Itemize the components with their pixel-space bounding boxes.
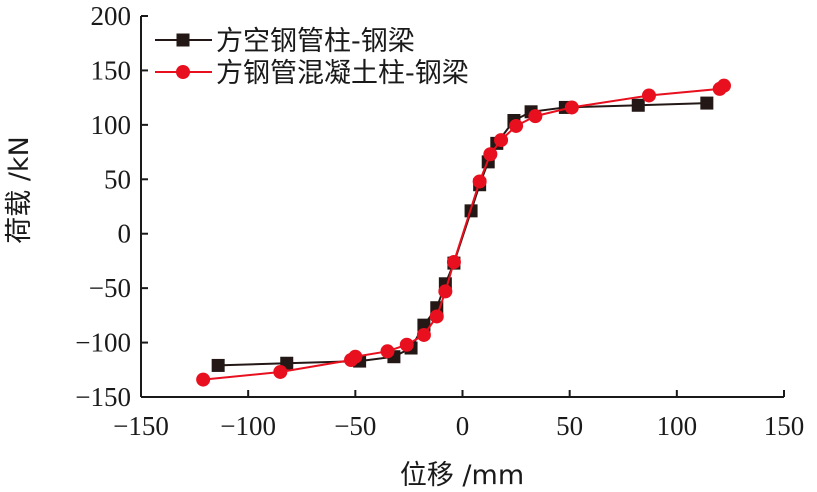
data-point-square xyxy=(700,96,714,110)
y-tick-label: 200 xyxy=(91,1,132,31)
series-layer xyxy=(196,78,731,387)
data-point-circle xyxy=(416,327,431,342)
data-point-circle xyxy=(494,133,509,148)
data-point-circle xyxy=(446,255,461,270)
data-point-circle xyxy=(716,78,731,93)
x-tick-label: −50 xyxy=(334,411,376,441)
x-tick-label: 0 xyxy=(456,411,470,441)
y-tick-label: −150 xyxy=(75,382,131,412)
legend-label: 方钢管混凝土柱-钢梁 xyxy=(216,58,469,89)
data-point-circle xyxy=(380,344,395,359)
x-tick-label: 150 xyxy=(764,411,805,441)
y-tick-label: 50 xyxy=(104,164,131,194)
data-point-square xyxy=(417,318,431,332)
y-tick-label: 0 xyxy=(118,219,132,249)
data-point-circle xyxy=(196,372,211,387)
data-point-circle xyxy=(472,174,487,189)
data-point-square xyxy=(631,98,645,112)
y-tick-label: 100 xyxy=(91,110,132,140)
legend-marker-circle xyxy=(176,65,190,79)
series-line xyxy=(203,84,725,381)
x-tick-label: 100 xyxy=(657,411,698,441)
legend-label: 方空钢管柱-钢梁 xyxy=(216,26,415,57)
data-point-circle xyxy=(564,100,579,115)
data-point-circle xyxy=(509,118,524,133)
data-point-circle xyxy=(528,109,543,124)
data-point-circle xyxy=(641,88,656,103)
x-tick-label: 50 xyxy=(556,411,583,441)
data-point-circle xyxy=(483,147,498,162)
data-point-circle xyxy=(438,284,453,299)
y-tick-label: 150 xyxy=(91,55,132,85)
data-point-square xyxy=(211,358,225,372)
axes: −150 −100 −50 0 50 100 150 −150 −100 −50 0 50 100 150… xyxy=(75,1,804,441)
data-point-circle xyxy=(429,309,444,324)
series-2 xyxy=(196,78,731,387)
data-point-circle xyxy=(273,364,288,379)
data-point-circle xyxy=(399,337,414,352)
y-axis-title: 荷载 /kN xyxy=(4,136,35,244)
x-axis-title: 位移 /mm xyxy=(400,460,524,491)
x-tick-label: −100 xyxy=(220,411,276,441)
legend-marker-square xyxy=(176,33,190,47)
x-tick-label: −150 xyxy=(113,411,169,441)
y-tick-label: −50 xyxy=(89,273,131,303)
y-tick-label: −100 xyxy=(75,328,131,358)
data-point-circle xyxy=(348,349,363,364)
